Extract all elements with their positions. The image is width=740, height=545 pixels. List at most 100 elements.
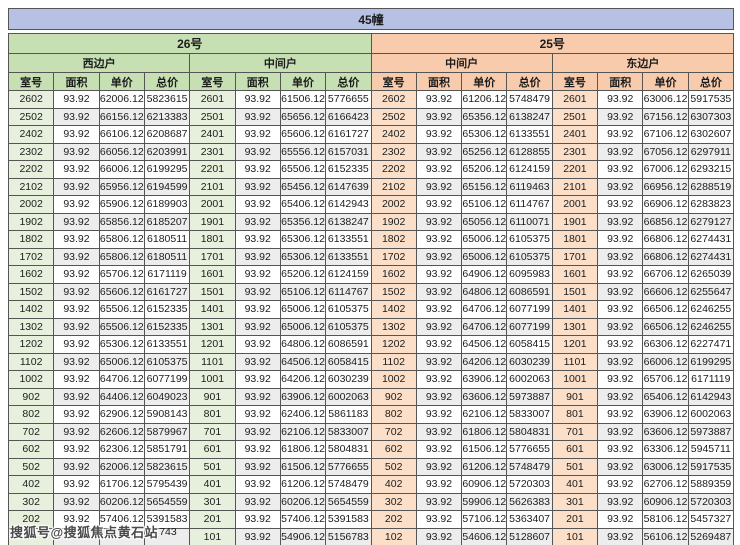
unit-price-cell: 65656.12 <box>279 107 327 126</box>
side-header-中间户: 中间户 <box>370 53 553 73</box>
unit-price-cell: 66056.12 <box>98 142 145 161</box>
unit-price-cell: 67156.12 <box>642 107 689 126</box>
area-cell: 93.92 <box>415 265 463 284</box>
total-price-cell: 6161727 <box>143 282 191 301</box>
room-cell: 2101 <box>551 177 599 196</box>
total-price-cell: 5889359 <box>687 475 735 494</box>
area-cell: 93.92 <box>234 282 281 301</box>
room-header: 室号 <box>370 72 417 91</box>
area-cell: 93.92 <box>234 247 281 266</box>
table-row: 2602 93.92 62006.12 5823615 2601 93.92 61506.1… <box>7 90 735 109</box>
room-cell: 2201 <box>189 160 236 179</box>
area-cell: 93.92 <box>53 125 100 144</box>
total-price-cell: 6086591 <box>325 335 372 354</box>
area-cell <box>53 527 100 545</box>
unit-header-26号: 26号 <box>8 33 372 54</box>
area-cell: 93.92 <box>415 212 463 231</box>
total-price-cell: 6086591 <box>506 282 553 301</box>
area-cell: 93.92 <box>53 282 100 301</box>
total-price-cell: 5833007 <box>506 405 553 424</box>
area-cell: 93.92 <box>597 90 644 109</box>
area-cell: 93.92 <box>53 387 100 406</box>
room-cell: 502 <box>7 457 55 476</box>
total-price-cell: 5748479 <box>325 475 372 494</box>
area-cell: 93.92 <box>597 177 644 196</box>
area-cell: 93.92 <box>415 335 463 354</box>
unit-price-cell <box>98 527 145 545</box>
unit-price-cell: 61506.12 <box>279 90 327 109</box>
unit-price-cell: 64706.12 <box>98 370 145 389</box>
area-cell: 93.92 <box>234 90 281 109</box>
area-cell: 93.92 <box>53 265 100 284</box>
area-cell: 93.92 <box>597 370 644 389</box>
unit-price-cell: 63906.12 <box>279 387 327 406</box>
area-cell: 93.92 <box>597 212 644 231</box>
unit-price-cell: 58106.12 <box>642 510 689 529</box>
area-cell: 93.92 <box>597 230 644 249</box>
total-price-cell: 6297911 <box>687 142 735 161</box>
room-cell: 801 <box>189 405 236 424</box>
area-cell: 93.92 <box>597 527 644 545</box>
unit-price-cell: 64706.12 <box>461 300 508 319</box>
area-cell: 93.92 <box>415 405 463 424</box>
table-row: 101 93.92 54906.12 5156783 102 93.92 54606.12 5… <box>7 527 735 545</box>
room-cell: 902 <box>7 387 55 406</box>
unit-price-cell: 60206.12 <box>279 492 327 511</box>
room-cell: 302 <box>7 492 55 511</box>
room-cell: 1601 <box>189 265 236 284</box>
room-cell: 302 <box>370 492 417 511</box>
unit-price-cell: 65406.12 <box>642 387 689 406</box>
room-cell: 801 <box>551 405 599 424</box>
room-cell: 2402 <box>370 125 417 144</box>
room-cell: 602 <box>370 440 417 459</box>
unit-price-cell: 66006.12 <box>642 352 689 371</box>
unit-price-cell: 62106.12 <box>279 422 327 441</box>
total-price-cell: 6203991 <box>143 142 191 161</box>
table-row: 2002 93.92 65906.12 6189903 2001 93.92 65406.1… <box>7 195 735 214</box>
total-price-cell: 5626383 <box>506 492 553 511</box>
unit-price-cell: 64906.12 <box>461 265 508 284</box>
room-cell: 1602 <box>7 265 55 284</box>
total-price-cell: 6274431 <box>687 230 735 249</box>
total-price-cell: 6105375 <box>325 317 372 336</box>
total-price-cell: 6058415 <box>506 335 553 354</box>
total-price-cell: 5823615 <box>143 90 191 109</box>
room-cell: 2101 <box>189 177 236 196</box>
unit-price-cell: 64406.12 <box>98 387 145 406</box>
room-cell: 1302 <box>7 317 55 336</box>
area-cell: 93.92 <box>415 317 463 336</box>
unit-price-cell: 54906.12 <box>279 527 327 545</box>
room-cell: 1401 <box>189 300 236 319</box>
unit-price-header: 单价 <box>461 72 508 91</box>
room-cell: 1301 <box>551 317 599 336</box>
unit-price-cell: 61506.12 <box>279 457 327 476</box>
unit-price-cell: 66506.12 <box>642 317 689 336</box>
room-cell: 1001 <box>551 370 599 389</box>
room-cell: 402 <box>7 475 55 494</box>
area-cell: 93.92 <box>53 335 100 354</box>
area-cell: 93.92 <box>415 475 463 494</box>
unit-price-cell: 56106.12 <box>642 527 689 545</box>
total-price-cell: 6002063 <box>506 370 553 389</box>
area-cell: 93.92 <box>415 457 463 476</box>
area-cell: 93.92 <box>415 300 463 319</box>
unit-price-cell: 65306.12 <box>279 230 327 249</box>
unit-price-cell: 62906.12 <box>98 405 145 424</box>
unit-price-cell: 65106.12 <box>279 282 327 301</box>
room-cell: 901 <box>551 387 599 406</box>
room-cell: 102 <box>370 527 417 545</box>
area-cell: 93.92 <box>53 195 100 214</box>
area-cell: 93.92 <box>415 492 463 511</box>
table-row: 1502 93.92 65606.12 6161727 1501 93.92 65106.1… <box>7 282 735 301</box>
price-table-header: 26号 25号 西边户 中间户 中间户 东边户 室号 面积 单价 总价 室号 面积 单价 总价 室号 面积 单价… <box>7 33 735 91</box>
room-cell: 2002 <box>370 195 417 214</box>
total-price-cell: 6142943 <box>325 195 372 214</box>
total-price-cell: 5945711 <box>687 440 735 459</box>
room-cell: 2302 <box>370 142 417 161</box>
total-price-cell: 5804831 <box>506 422 553 441</box>
room-cell: 1802 <box>370 230 417 249</box>
area-cell: 93.92 <box>597 282 644 301</box>
total-price-cell: 6279127 <box>687 212 735 231</box>
unit-price-cell: 66156.12 <box>98 107 145 126</box>
unit-price-cell: 65406.12 <box>279 195 327 214</box>
